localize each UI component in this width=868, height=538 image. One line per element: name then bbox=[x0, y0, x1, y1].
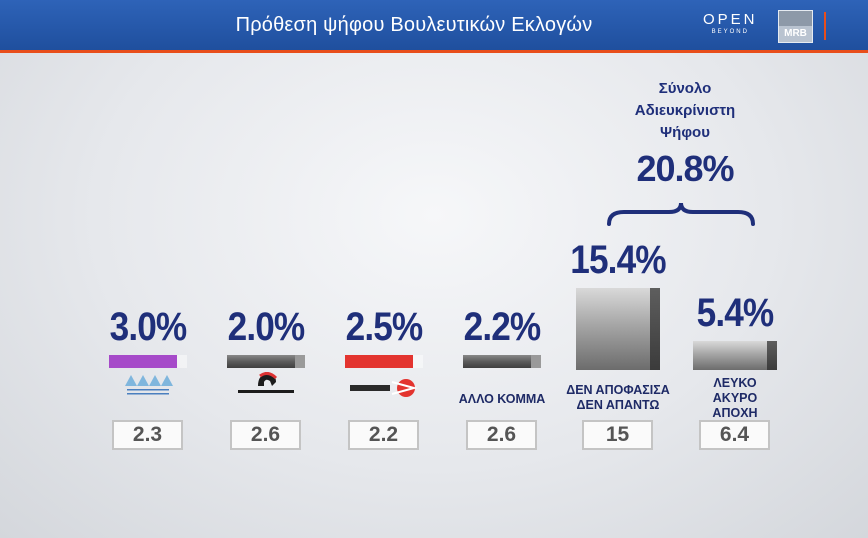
mera25-wordmark bbox=[350, 385, 390, 391]
mrb-logo-top bbox=[779, 11, 812, 26]
previous-value-box-5: 6.4 bbox=[699, 420, 770, 450]
previous-value-box-4: 15 bbox=[582, 420, 653, 450]
value-label-0: 3.0% bbox=[109, 305, 188, 349]
bar-front-1 bbox=[227, 355, 295, 368]
previous-value-box-0: 2.3 bbox=[112, 420, 183, 450]
bar-5 bbox=[693, 341, 777, 370]
previous-value-box-3: 2.6 bbox=[466, 420, 537, 450]
value-label-4: 15.4% bbox=[570, 238, 666, 283]
previous-value-box-1: 2.6 bbox=[230, 420, 301, 450]
total-label-3: Ψήφου bbox=[660, 124, 710, 141]
bar-side-1 bbox=[295, 355, 305, 368]
category-label-line: ΔΕΝ ΑΠΟΦΑΣΙΣΑ bbox=[566, 383, 670, 397]
bar-front-3 bbox=[463, 355, 531, 368]
previous-value-box-2: 2.2 bbox=[348, 420, 419, 450]
mera25-circle bbox=[397, 379, 415, 397]
brace-icon bbox=[607, 202, 755, 226]
bar-front-5 bbox=[693, 341, 767, 370]
mrb-logo-text: MRB bbox=[784, 28, 807, 39]
open-logo-text: OPEN bbox=[703, 11, 758, 28]
category-label-line: ΛΕΥΚΟ bbox=[713, 376, 757, 390]
bar-0 bbox=[109, 355, 187, 368]
mrb-logo: MRB bbox=[778, 10, 813, 43]
bar-2 bbox=[345, 355, 423, 368]
mera25-logo bbox=[350, 379, 418, 397]
bar-side-5 bbox=[767, 341, 777, 370]
category-label-4: ΔΕΝ ΑΠΟΦΑΣΙΣΑ ΔΕΝ ΑΠΑΝΤΩ bbox=[553, 383, 683, 413]
spartiates-wordmark bbox=[238, 390, 294, 393]
plefsi-caption-line-1 bbox=[127, 393, 169, 395]
bar-1 bbox=[227, 355, 305, 368]
bar-side-3 bbox=[531, 355, 541, 368]
bar-side-2 bbox=[413, 355, 423, 368]
bar-side-0 bbox=[177, 355, 187, 368]
plefsi-triangle-3 bbox=[161, 375, 173, 386]
bar-front-2 bbox=[345, 355, 413, 368]
bar-front-0 bbox=[109, 355, 177, 368]
open-logo-subtext: BEYOND bbox=[711, 29, 749, 35]
spartiates-logo bbox=[238, 372, 294, 393]
value-label-3: 2.2% bbox=[463, 305, 542, 349]
bar-side-4 bbox=[650, 288, 660, 370]
header-accent-line bbox=[0, 50, 868, 53]
value-label-1: 2.0% bbox=[227, 305, 306, 349]
header-bar: Πρόθεση ψήφου Βουλευτικών Εκλογών OPEN B… bbox=[0, 0, 868, 50]
category-label-line: ΔΕΝ ΑΠΑΝΤΩ bbox=[576, 398, 660, 412]
total-undecided: Σύνολο Αδιευκρίνιστη Ψήφου 20.8% bbox=[585, 78, 785, 190]
mera25-arrow bbox=[391, 381, 418, 395]
category-label-3: ΑΛΛΟ ΚΟΜΜΑ bbox=[437, 392, 567, 407]
total-label-1: Σύνολο bbox=[658, 80, 712, 97]
header-divider bbox=[824, 12, 826, 40]
page-title: Πρόθεση ψήφου Βουλευτικών Εκλογών bbox=[235, 14, 593, 36]
category-label-5: ΛΕΥΚΟ ΑΚΥΡΟ ΑΠΟΧΗ bbox=[670, 376, 800, 421]
total-label-2: Αδιευκρίνιστη bbox=[634, 102, 736, 119]
plefsi-triangle-1 bbox=[137, 375, 149, 386]
spartan-helmet bbox=[258, 374, 276, 386]
open-logo: OPEN BEYOND bbox=[703, 12, 758, 35]
total-value: 20.8% bbox=[636, 148, 734, 189]
plefsi-eleftherias-logo bbox=[125, 375, 173, 395]
bar-front-4 bbox=[576, 288, 650, 370]
plefsi-triangle-2 bbox=[149, 375, 161, 386]
bar-4 bbox=[576, 288, 660, 370]
bar-3 bbox=[463, 355, 541, 368]
plefsi-caption-line-0 bbox=[127, 389, 169, 391]
category-label-line: ΑΛΛΟ ΚΟΜΜΑ bbox=[458, 392, 546, 406]
value-label-5: 5.4% bbox=[696, 291, 775, 336]
value-label-2: 2.5% bbox=[345, 305, 424, 349]
plefsi-triangle-0 bbox=[125, 375, 137, 386]
category-label-line: ΑΚΥΡΟ bbox=[712, 391, 758, 405]
category-label-line: ΑΠΟΧΗ bbox=[712, 406, 758, 420]
spartan-crest bbox=[259, 372, 278, 380]
